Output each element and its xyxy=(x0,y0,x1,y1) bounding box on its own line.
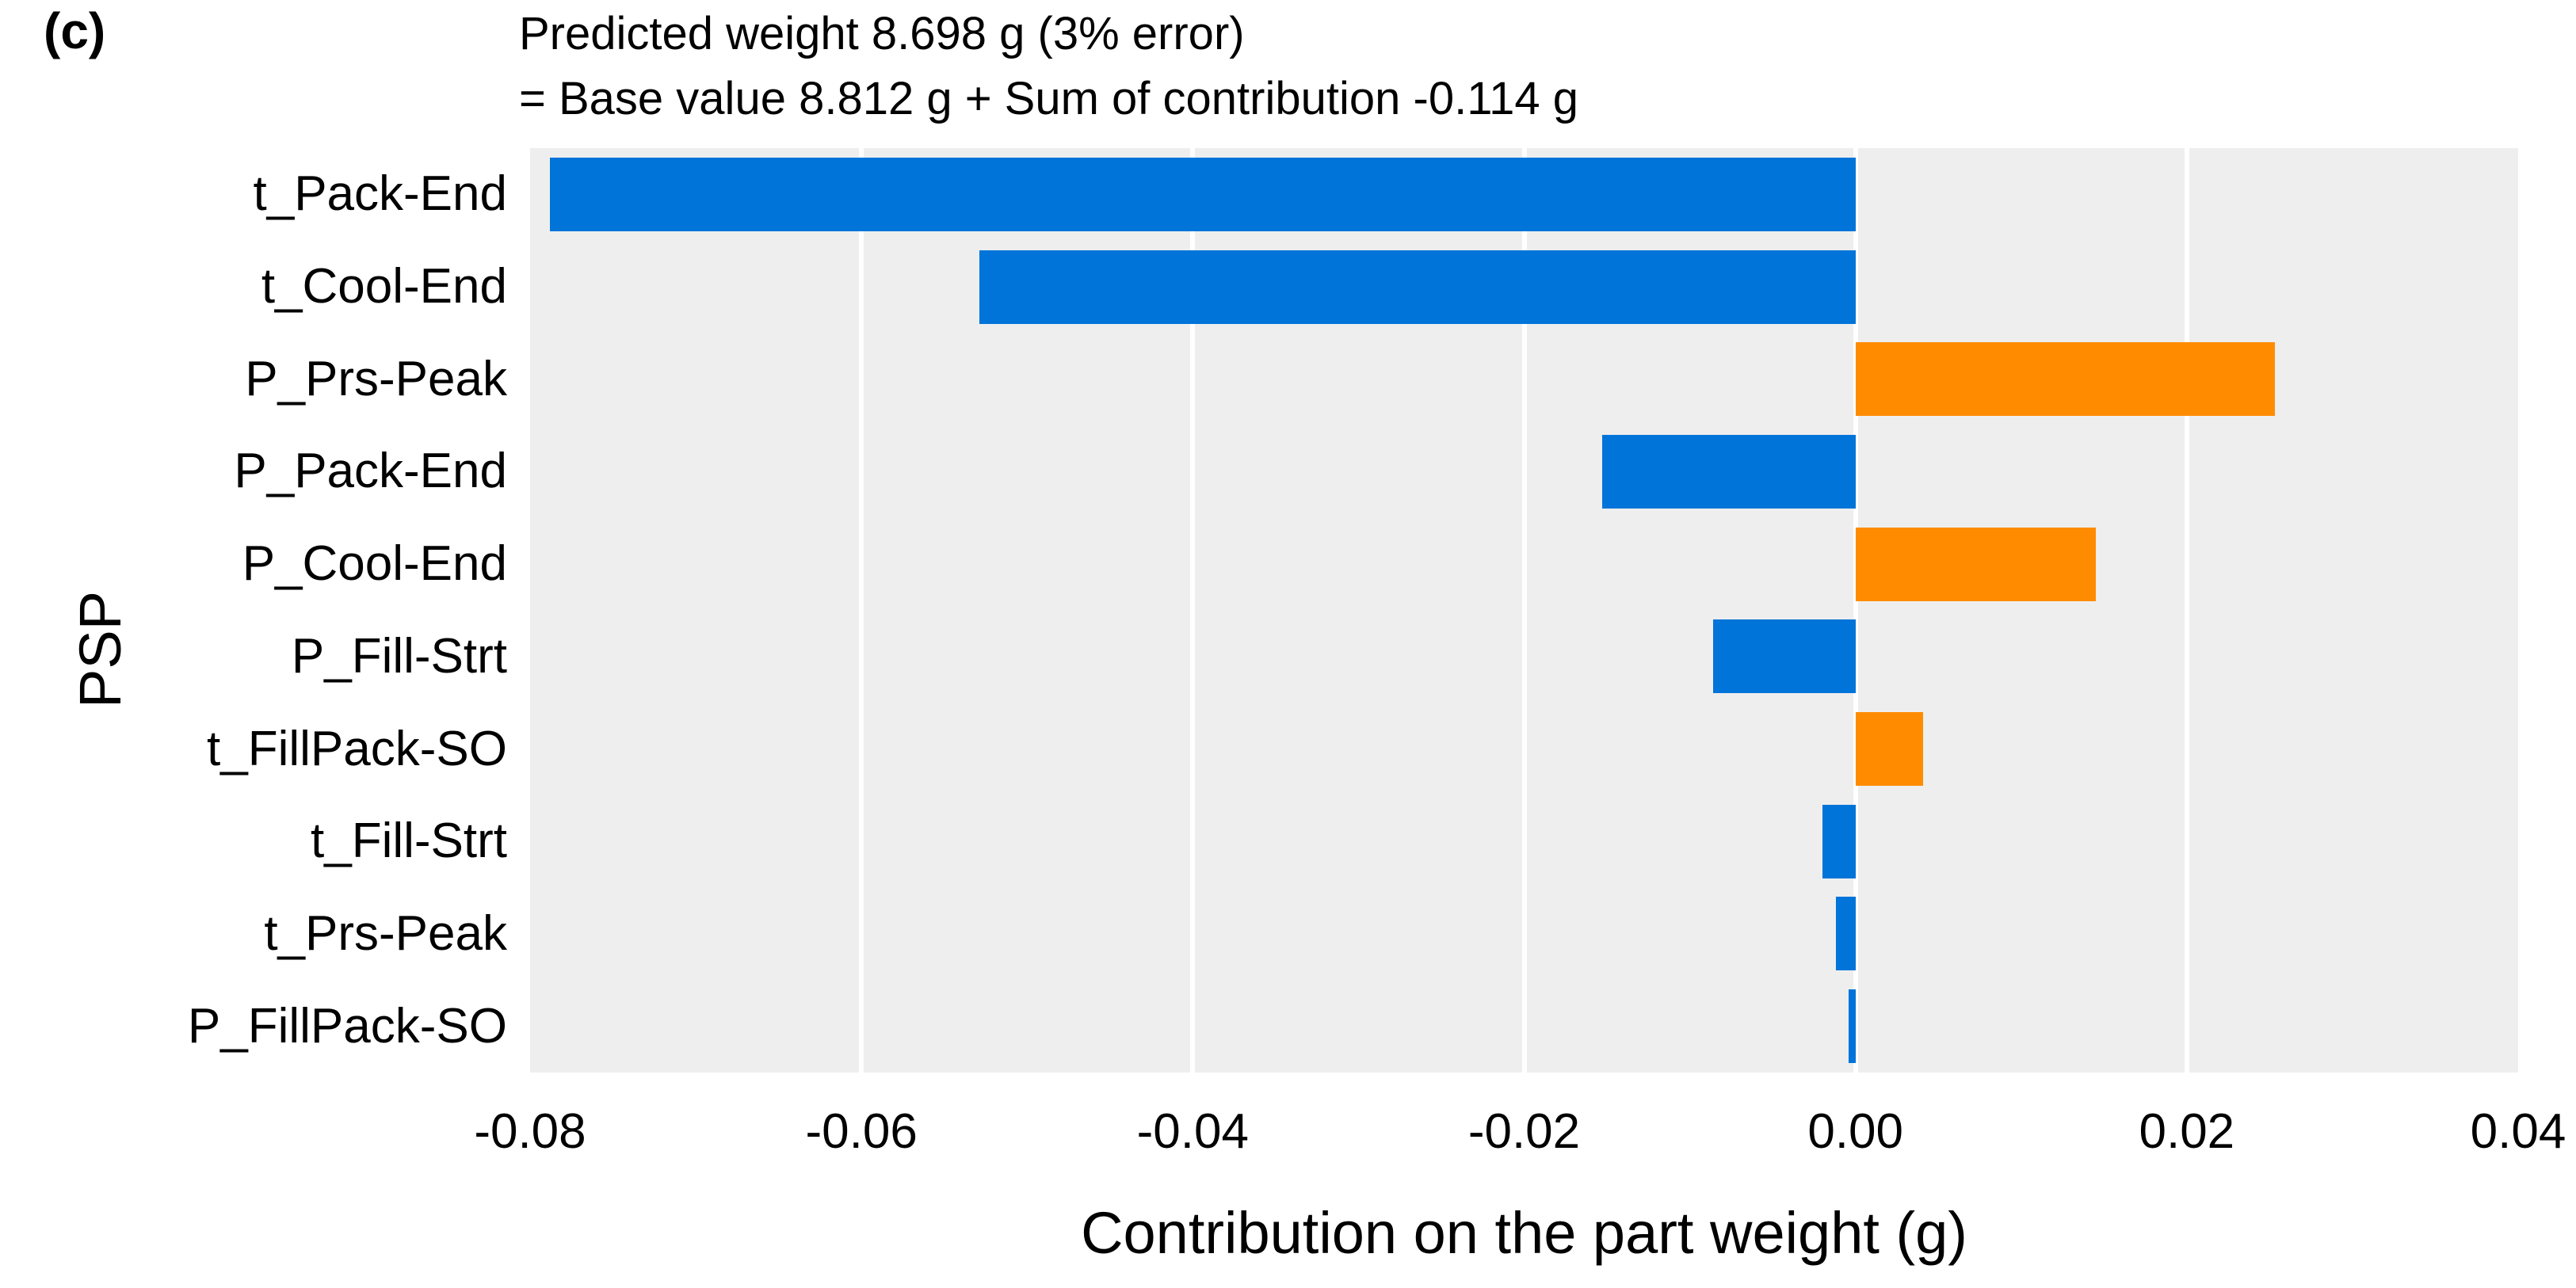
chart-title-line1: Predicted weight 8.698 g (3% error) xyxy=(519,8,1245,59)
y-tick-label: P_Pack-End xyxy=(234,444,507,499)
chart-title: Predicted weight 8.698 g (3% error) = Bas… xyxy=(519,2,1578,131)
bar-t_Fill-Strt xyxy=(1822,804,1856,878)
y-tick-label: P_FillPack-SO xyxy=(187,998,507,1054)
y-tick-label: t_Pack-End xyxy=(253,166,507,222)
plot-area xyxy=(530,148,2518,1073)
gridline xyxy=(1190,148,1196,1073)
y-tick-label: P_Fill-Strt xyxy=(291,628,507,684)
chart-title-line2: = Base value 8.812 g + Sum of contributi… xyxy=(519,73,1579,124)
bar-t_Pack-End xyxy=(550,157,1856,231)
y-tick-label: P_Cool-End xyxy=(242,536,507,592)
x-tick-label: -0.08 xyxy=(474,1104,586,1159)
y-axis-title: PSP xyxy=(67,590,133,709)
gridline xyxy=(2184,148,2189,1073)
bar-t_Prs-Peak xyxy=(1835,897,1856,971)
y-tick-label: P_Prs-Peak xyxy=(245,351,507,406)
gridline xyxy=(859,148,864,1073)
bar-P_Cool-End xyxy=(1855,527,2096,601)
x-tick-label: -0.06 xyxy=(805,1104,918,1159)
bar-t_FillPack-SO xyxy=(1855,712,1924,787)
x-tick-label: 0.00 xyxy=(1807,1104,1903,1159)
y-tick-label: t_FillPack-SO xyxy=(207,721,507,776)
x-tick-label: -0.04 xyxy=(1136,1104,1249,1159)
bar-P_Pack-End xyxy=(1601,434,1856,509)
gridline xyxy=(1853,148,1858,1073)
panel-label: (c) xyxy=(44,2,106,59)
y-tick-label: t_Cool-End xyxy=(261,259,507,314)
bar-P_Fill-Strt xyxy=(1712,619,1856,694)
x-tick-label: -0.02 xyxy=(1467,1104,1581,1159)
bar-P_FillPack-SO xyxy=(1849,989,1856,1064)
gridline xyxy=(1521,148,1527,1073)
y-tick-label: t_Fill-Strt xyxy=(311,814,507,869)
bar-P_Prs-Peak xyxy=(1855,342,2275,417)
x-axis-title: Contribution on the part weight (g) xyxy=(1081,1200,1967,1266)
y-tick-label: t_Prs-Peak xyxy=(264,905,507,961)
bar-t_Cool-End xyxy=(979,250,1856,324)
x-tick-label: 0.02 xyxy=(2139,1104,2235,1159)
x-tick-label: 0.04 xyxy=(2470,1104,2566,1159)
